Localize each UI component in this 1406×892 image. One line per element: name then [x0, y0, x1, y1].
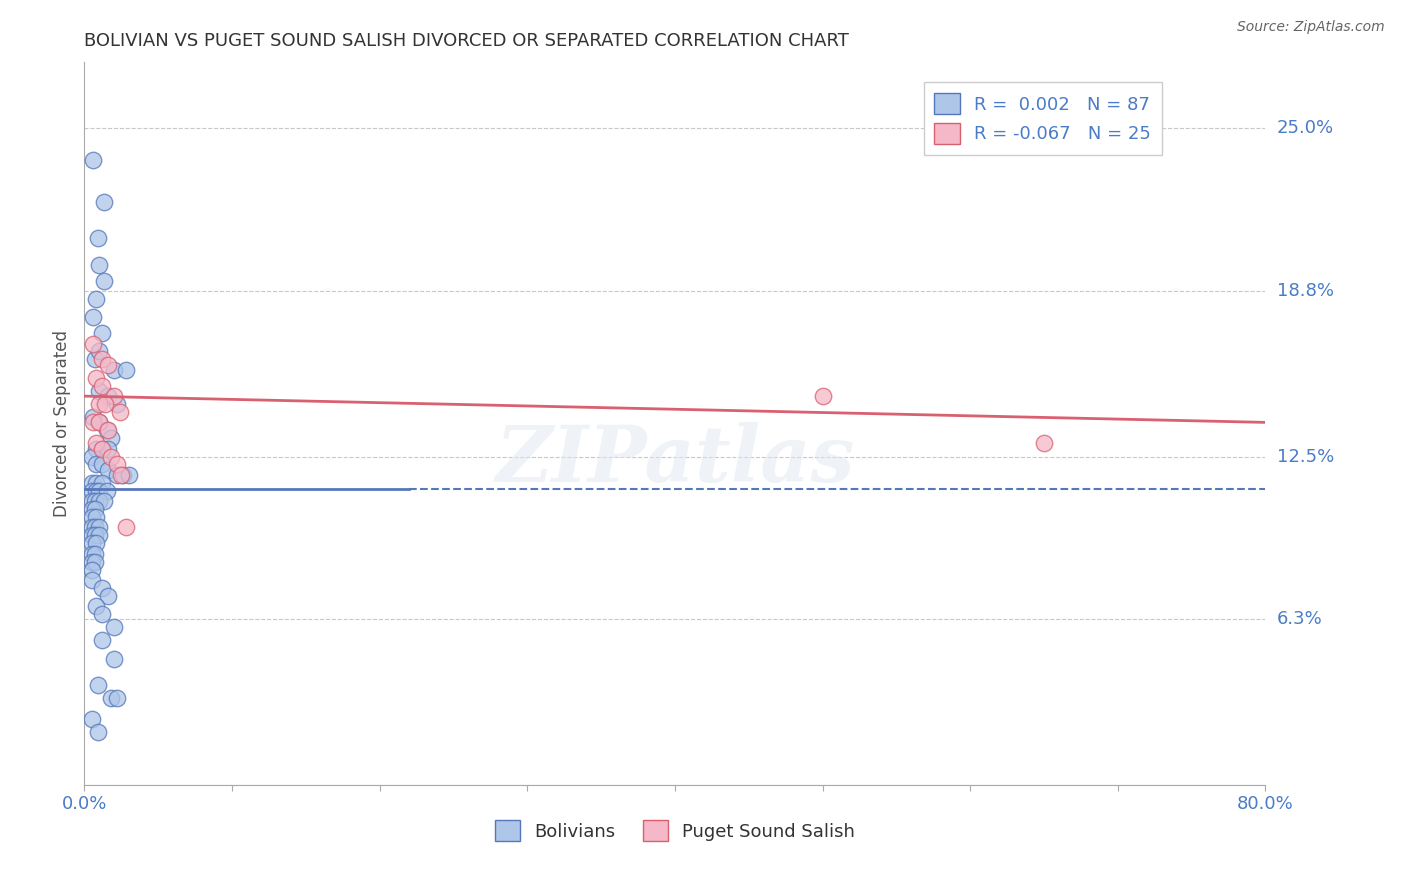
Point [86, 678, 108, 692]
Point [82, 336, 104, 351]
Point [80, 528, 103, 542]
Point [86, 725, 108, 739]
Point [82, 416, 104, 430]
Point [97, 389, 120, 403]
Point [84, 436, 107, 450]
Point [108, 405, 131, 419]
Point [91, 475, 114, 490]
Point [114, 520, 136, 534]
Text: 6.3%: 6.3% [1277, 610, 1322, 629]
Point [80, 520, 103, 534]
Point [103, 620, 125, 634]
Point [1033, 436, 1056, 450]
Point [97, 463, 120, 477]
Point [87, 344, 111, 359]
Point [93, 194, 115, 209]
Point [84, 370, 107, 384]
Point [91, 378, 114, 392]
Point [83, 494, 105, 508]
Y-axis label: Divorced or Separated: Divorced or Separated [53, 330, 72, 517]
Point [100, 450, 122, 464]
Point [83, 547, 105, 561]
Point [96, 483, 118, 498]
Point [80, 573, 103, 587]
Legend: Bolivians, Puget Sound Salish: Bolivians, Puget Sound Salish [488, 813, 862, 848]
Text: BOLIVIAN VS PUGET SOUND SALISH DIVORCED OR SEPARATED CORRELATION CHART: BOLIVIAN VS PUGET SOUND SALISH DIVORCED … [84, 32, 849, 50]
Point [87, 384, 111, 398]
Point [80, 712, 103, 726]
Point [111, 467, 134, 482]
Point [82, 153, 104, 167]
Text: Source: ZipAtlas.com: Source: ZipAtlas.com [1237, 20, 1385, 34]
Point [80, 562, 103, 576]
Point [80, 536, 103, 550]
Point [93, 273, 115, 287]
Point [84, 475, 107, 490]
Point [86, 231, 108, 245]
Point [87, 416, 111, 430]
Point [103, 389, 125, 403]
Text: 12.5%: 12.5% [1277, 448, 1334, 466]
Point [100, 691, 122, 706]
Text: ZIPatlas: ZIPatlas [495, 422, 855, 498]
Point [96, 423, 118, 437]
Point [80, 555, 103, 569]
Point [110, 467, 132, 482]
Point [91, 633, 114, 648]
Point [97, 358, 120, 372]
Point [83, 555, 105, 569]
Point [84, 458, 107, 472]
Text: 18.8%: 18.8% [1277, 282, 1333, 300]
Point [91, 442, 114, 456]
Point [87, 397, 111, 411]
Point [84, 442, 107, 456]
Point [80, 494, 103, 508]
Point [118, 467, 141, 482]
Point [91, 458, 114, 472]
Point [80, 502, 103, 516]
Point [97, 589, 120, 603]
Point [105, 397, 128, 411]
Point [83, 352, 105, 367]
Point [80, 450, 103, 464]
Point [100, 431, 122, 445]
Point [87, 528, 111, 542]
Point [91, 326, 114, 340]
Point [97, 442, 120, 456]
Point [83, 502, 105, 516]
Point [91, 607, 114, 622]
Point [103, 652, 125, 666]
Point [84, 599, 107, 614]
Text: 25.0%: 25.0% [1277, 120, 1334, 137]
Point [82, 310, 104, 325]
Point [82, 410, 104, 425]
Point [94, 397, 117, 411]
Point [80, 475, 103, 490]
Point [105, 458, 128, 472]
Point [91, 581, 114, 595]
Point [91, 352, 114, 367]
Point [103, 363, 125, 377]
Point [105, 691, 128, 706]
Point [87, 483, 111, 498]
Point [114, 363, 136, 377]
Point [80, 483, 103, 498]
Point [811, 389, 834, 403]
Point [97, 423, 120, 437]
Point [87, 520, 111, 534]
Point [80, 510, 103, 524]
Point [84, 536, 107, 550]
Point [83, 520, 105, 534]
Point [84, 510, 107, 524]
Point [87, 416, 111, 430]
Point [83, 528, 105, 542]
Point [87, 258, 111, 272]
Point [93, 494, 115, 508]
Point [84, 483, 107, 498]
Point [105, 467, 128, 482]
Point [87, 494, 111, 508]
Point [91, 442, 114, 456]
Point [84, 292, 107, 306]
Point [80, 547, 103, 561]
